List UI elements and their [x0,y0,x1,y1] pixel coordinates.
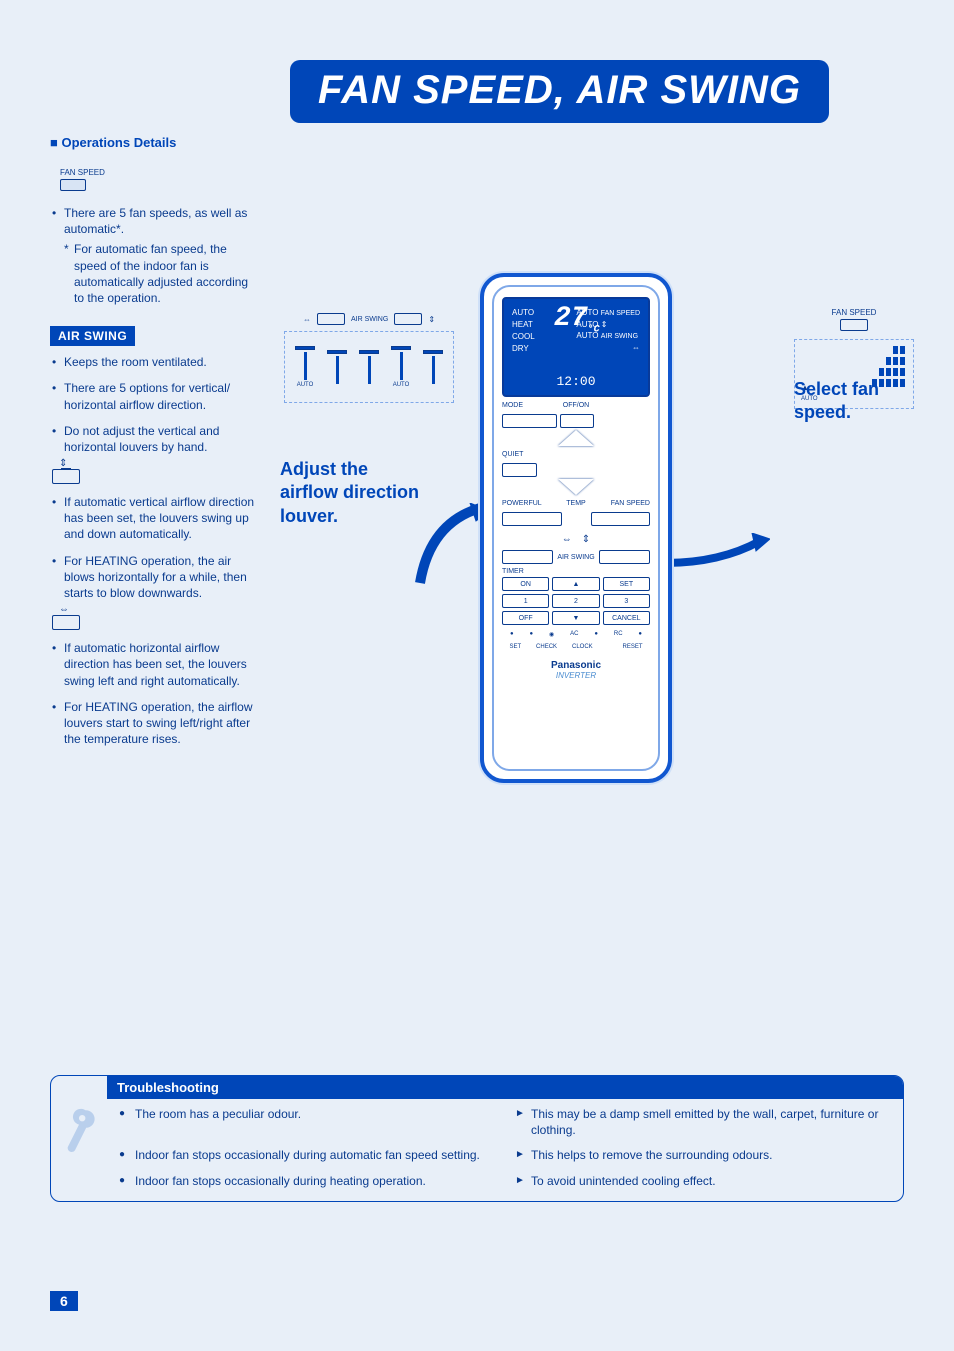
bullet-item: If automatic horizontal airflow directio… [50,640,260,689]
mode-label: MODE [502,402,542,409]
bullet-item: Keeps the room ventilated. [50,354,260,370]
ts-question: The room has a peculiar odour. [119,1107,495,1138]
temp-down-button[interactable] [558,479,594,495]
fanspeed-icon [60,179,86,191]
right-caption: Select fan speed. [794,378,914,425]
timer-2-button[interactable]: 2 [552,594,599,608]
bullet-list-3: If automatic vertical airflow direction … [50,494,260,601]
power-button[interactable] [560,414,594,428]
brand-label: Panasonic [502,660,650,671]
swing-indicator-icon: ⇕ [428,315,435,324]
arrow-right [660,533,770,573]
horizontal-swing-icon [52,615,80,630]
airswing-v-button[interactable] [599,550,650,564]
page-title: FAN SPEED, AIR SWING [290,60,829,123]
arrow-left [410,503,490,593]
left-caption: Adjust the airflow direction louver. [280,458,420,528]
louver-preview-box: AUTO AUTO [284,331,454,403]
temp-up-button[interactable] [558,430,594,446]
bullet-item: If automatic vertical airflow direction … [50,494,260,543]
timer-off-button[interactable]: OFF [502,611,549,625]
bullet-list-2: Keeps the room ventilated. There are 5 o… [50,354,260,455]
airswing-heading: AIR SWING [50,326,135,346]
timer-label: TIMER [502,568,650,575]
wrench-icon [51,1076,107,1201]
inverter-label: INVERTER [502,671,650,680]
ts-answer: To avoid unintended cooling effect. [515,1174,891,1190]
ts-question: Indoor fan stops occasionally during hea… [119,1174,495,1190]
quiet-label: QUIET [502,451,542,458]
quiet-button[interactable] [502,463,537,477]
fanspeed-label: FAN SPEED [603,500,650,507]
airswing-label: AIR SWING [556,554,595,561]
ts-question: Indoor fan stops occasionally during aut… [119,1148,495,1164]
diagram: ⇔ AIR SWING ⇕ AUTO AUTO Adjust the ai [280,273,904,833]
bullet-list-1: There are 5 fan speeds, as well as autom… [50,205,260,237]
ts-answer: This helps to remove the surrounding odo… [515,1148,891,1164]
left-column: Operations Details FAN SPEED There are 5… [50,133,260,833]
airswing-button-right [394,313,422,325]
timer-on-button[interactable]: ON [502,577,549,591]
timer-cancel-button[interactable]: CANCEL [603,611,650,625]
airswing-button-left [317,313,345,325]
timer-up-button[interactable]: ▲ [552,577,599,591]
bullet-item: Do not adjust the vertical and horizonta… [50,423,260,455]
bullet-item: For HEATING operation, the air blows hor… [50,553,260,602]
swing-indicator-icon: ⇔ [303,315,311,324]
temp-label: TEMP [552,500,599,507]
bullet-item: There are 5 options for vertical/ horizo… [50,380,260,412]
offon-label: OFF/ON [545,402,607,409]
fanspeed-button[interactable] [591,512,651,526]
airswing-diagram: ⇔ AIR SWING ⇕ AUTO AUTO [284,313,454,403]
troubleshooting-header: Troubleshooting [107,1076,903,1099]
bullet-item: There are 5 fan speeds, as well as autom… [50,205,260,237]
mode-button[interactable] [502,414,557,428]
timer-grid: ON ▲ SET 1 2 3 OFF ▼ CANCEL [502,577,650,625]
fanspeed-label: FAN SPEED [60,168,260,177]
fanspeed-button-icon [840,319,868,331]
timer-3-button[interactable]: 3 [603,594,650,608]
swing-h-icon: ⇔ [562,534,572,545]
timer-set-button[interactable]: SET [603,577,650,591]
airswing-h-button[interactable] [502,550,553,564]
ts-answer: This may be a damp smell emitted by the … [515,1107,891,1138]
airswing-label: AIR SWING [351,316,388,323]
timer-1-button[interactable]: 1 [502,594,549,608]
sub-note: For automatic fan speed, the speed of th… [50,241,260,306]
fanspeed-label: FAN SPEED [794,308,914,317]
troubleshooting-box: Troubleshooting The room has a peculiar … [50,1075,904,1202]
bullet-item: For HEATING operation, the airflow louve… [50,699,260,748]
remote-control: AUTO HEAT COOL DRY 27°C AUTO FAN SPEED A… [480,273,672,783]
operations-heading: Operations Details [50,135,260,150]
powerful-label: POWERFUL [502,500,549,507]
swing-v-icon: ⇕ [582,534,590,545]
vertical-swing-icon [52,469,80,484]
page-number: 6 [50,1291,78,1311]
powerful-button[interactable] [502,512,562,526]
remote-screen: AUTO HEAT COOL DRY 27°C AUTO FAN SPEED A… [502,297,650,397]
timer-down-button[interactable]: ▼ [552,611,599,625]
bullet-list-4: If automatic horizontal airflow directio… [50,640,260,747]
